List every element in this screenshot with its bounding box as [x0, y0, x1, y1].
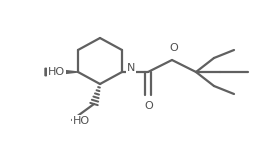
Text: O: O	[170, 43, 178, 53]
Polygon shape	[45, 68, 78, 76]
Text: N: N	[127, 63, 135, 73]
Text: HO: HO	[73, 116, 90, 126]
Text: O: O	[145, 101, 153, 111]
Text: HO: HO	[48, 67, 65, 77]
